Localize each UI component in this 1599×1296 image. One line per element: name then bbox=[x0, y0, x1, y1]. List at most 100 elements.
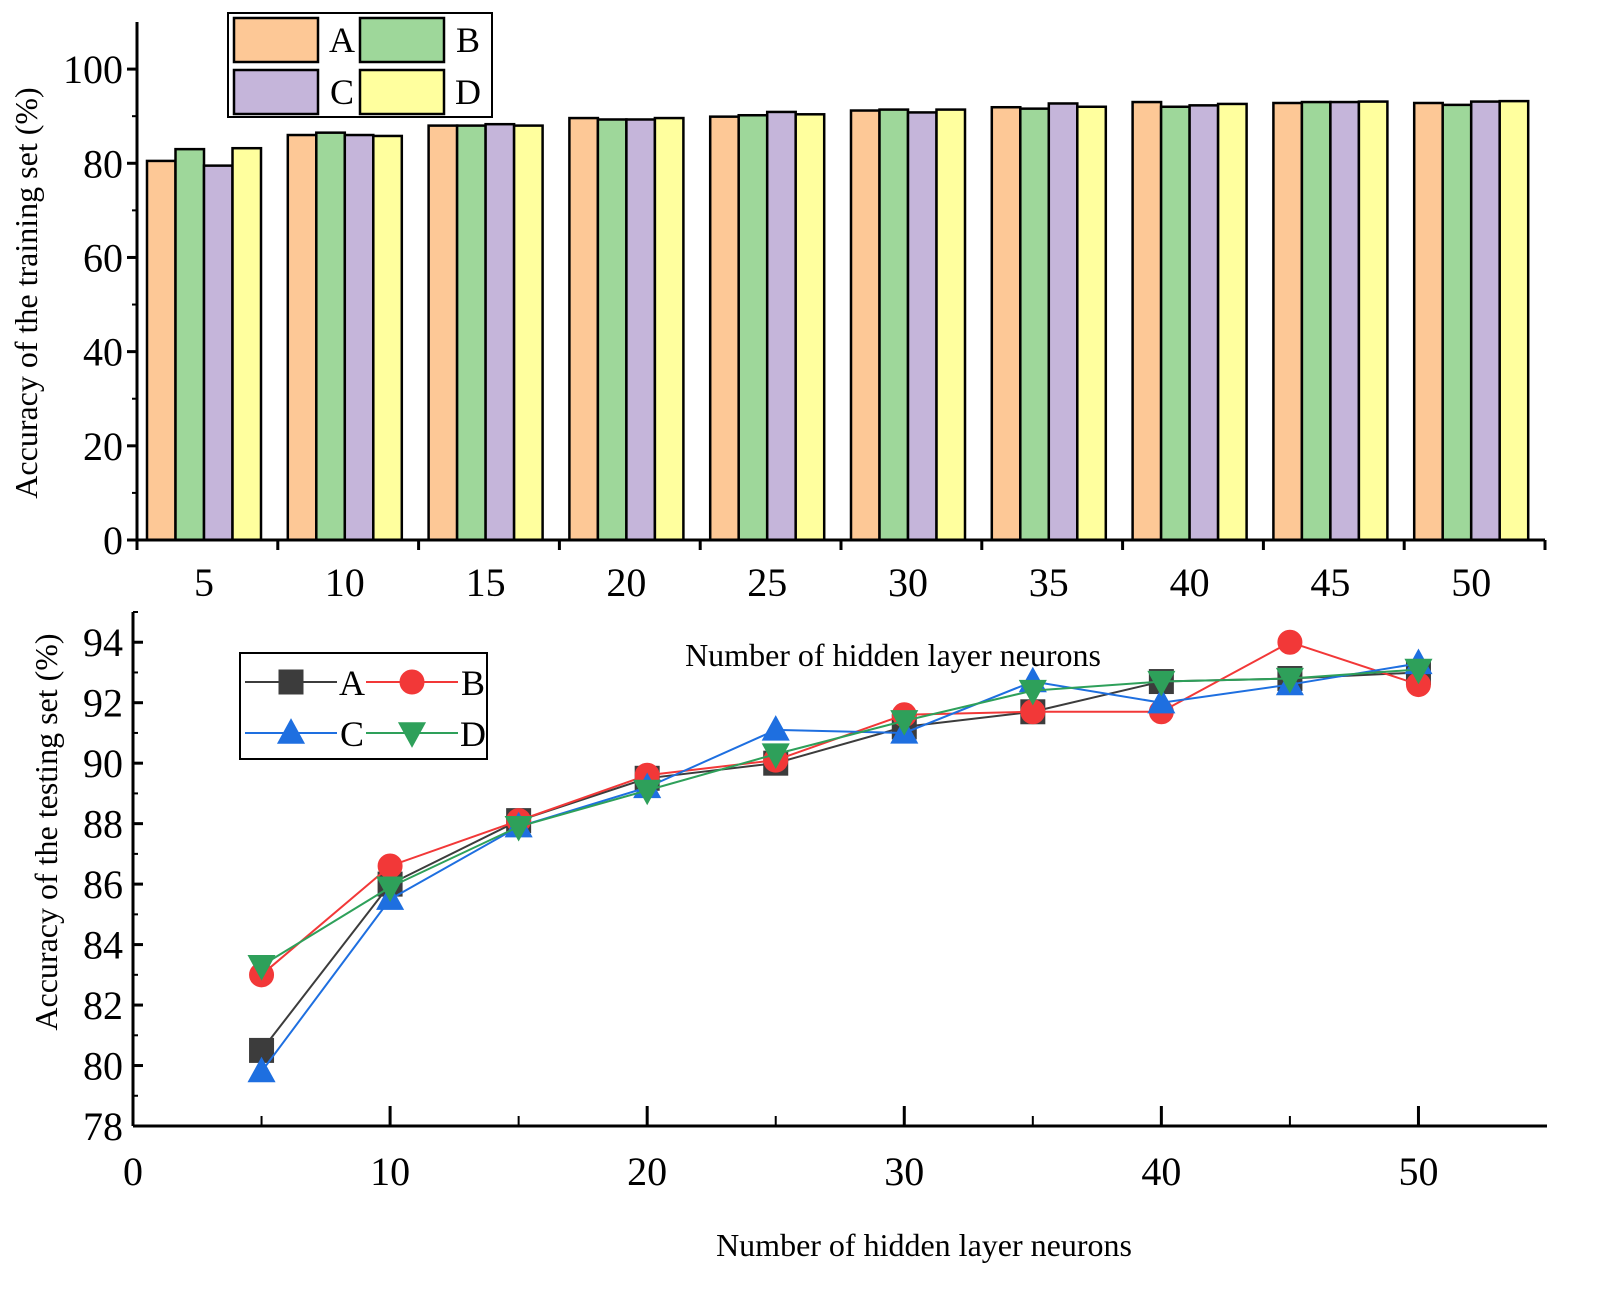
bar-d-45 bbox=[1357, 100, 1389, 542]
x-tick-label: 30 bbox=[888, 560, 928, 605]
point-c-25 bbox=[761, 715, 790, 741]
y-tick-label: 92 bbox=[83, 681, 123, 726]
bar-c-30 bbox=[906, 111, 938, 542]
point-d-10 bbox=[376, 876, 405, 902]
point-d-50 bbox=[1404, 658, 1433, 685]
point-b-45 bbox=[1277, 629, 1303, 655]
point-b-10 bbox=[377, 853, 403, 879]
point-d-15 bbox=[504, 815, 533, 842]
legend-label-a: A bbox=[329, 20, 355, 60]
point-a-5 bbox=[249, 1037, 275, 1063]
line-d bbox=[261, 668, 1419, 967]
bar-a-50 bbox=[1412, 101, 1444, 542]
point-d-30 bbox=[890, 710, 919, 736]
legend-swatch-b bbox=[358, 16, 446, 64]
point-d-5 bbox=[247, 955, 276, 981]
bar-d-30 bbox=[935, 108, 967, 542]
point-d-25 bbox=[761, 743, 790, 769]
bar-b-45 bbox=[1300, 100, 1332, 542]
point-d-45 bbox=[1275, 667, 1304, 694]
legend-label-b: B bbox=[461, 663, 485, 703]
legend: A B C D bbox=[227, 12, 493, 118]
point-d-20 bbox=[633, 779, 662, 806]
bar-c-45 bbox=[1329, 100, 1361, 542]
bar-a-5 bbox=[145, 159, 177, 542]
legend-label-d: D bbox=[460, 714, 486, 754]
legend-marker-a bbox=[278, 669, 304, 695]
training-bar-chart: 0 20 40 60 80 100 5 10 15 20 25 30 35 40 45 50 Number of… bbox=[8, 12, 1547, 673]
y-tick-label: 80 bbox=[83, 141, 123, 186]
x-tick-label: 40 bbox=[1141, 1149, 1181, 1194]
bar-c-20 bbox=[625, 118, 657, 542]
point-c-40 bbox=[1147, 687, 1176, 714]
bar-c-35 bbox=[1047, 102, 1079, 542]
testing-line-chart: 78 80 82 84 86 88 90 92 94 0 10 20 30 40 50 Number of h… bbox=[28, 611, 1547, 1263]
bar-d-40 bbox=[1216, 102, 1248, 542]
bar-c-25 bbox=[765, 110, 797, 542]
legend: A B C D bbox=[239, 652, 488, 760]
x-tick-label: 45 bbox=[1310, 560, 1350, 605]
legend-label-d: D bbox=[455, 72, 481, 112]
y-tick-label: 40 bbox=[83, 330, 123, 375]
x-tick-label: 0 bbox=[123, 1149, 143, 1194]
bar-d-20 bbox=[653, 116, 685, 542]
point-d-40 bbox=[1147, 670, 1176, 697]
y-tick-label: 86 bbox=[83, 862, 123, 907]
bar-c-10 bbox=[343, 133, 375, 542]
legend-marker-d bbox=[397, 722, 427, 748]
bar-b-50 bbox=[1441, 103, 1473, 542]
bar-d-5 bbox=[231, 146, 263, 542]
bar-a-40 bbox=[1131, 100, 1163, 542]
x-tick-label: 10 bbox=[370, 1149, 410, 1194]
x-tick-label: 25 bbox=[747, 560, 787, 605]
point-d-35 bbox=[1018, 679, 1047, 706]
bar-d-15 bbox=[512, 124, 544, 542]
x-axis-title: Number of hidden layer neurons bbox=[685, 637, 1101, 673]
bar-b-25 bbox=[737, 113, 769, 542]
line-c bbox=[260, 662, 1419, 1073]
x-tick-label: 20 bbox=[606, 560, 646, 605]
x-tick-label: 40 bbox=[1170, 560, 1210, 605]
bar-b-5 bbox=[174, 147, 206, 542]
legend-label-c: C bbox=[330, 72, 354, 112]
legend-marker-b bbox=[399, 669, 425, 695]
x-tick-label: 15 bbox=[466, 560, 506, 605]
bar-d-25 bbox=[794, 113, 826, 542]
legend-swatch-a bbox=[232, 16, 320, 64]
x-tick-label: 10 bbox=[325, 560, 365, 605]
y-tick-label: 0 bbox=[103, 518, 123, 563]
x-tick-label: 5 bbox=[194, 560, 214, 605]
point-c-5 bbox=[247, 1056, 276, 1083]
bar-d-35 bbox=[1076, 105, 1108, 542]
bar-c-50 bbox=[1469, 100, 1501, 542]
bar-b-20 bbox=[596, 118, 628, 542]
y-tick-label: 94 bbox=[83, 620, 123, 665]
bar-a-25 bbox=[708, 115, 740, 542]
bar-a-35 bbox=[990, 105, 1022, 542]
y-tick-label: 88 bbox=[83, 802, 123, 847]
bar-d-50 bbox=[1498, 99, 1530, 542]
y-tick-label: 20 bbox=[83, 424, 123, 469]
legend-label-a: A bbox=[339, 663, 365, 703]
x-tick-label: 30 bbox=[884, 1149, 924, 1194]
bar-c-15 bbox=[484, 122, 516, 542]
bar-b-10 bbox=[315, 131, 347, 542]
x-tick-label: 20 bbox=[627, 1149, 667, 1194]
bar-a-45 bbox=[1272, 101, 1304, 542]
bar-d-10 bbox=[372, 134, 404, 542]
y-tick-label: 82 bbox=[83, 983, 123, 1028]
x-tick-label: 50 bbox=[1398, 1149, 1438, 1194]
bar-a-10 bbox=[286, 133, 318, 542]
y-tick-label: 84 bbox=[83, 923, 123, 968]
x-axis-title: Number of hidden layer neurons bbox=[716, 1227, 1132, 1263]
legend-label-c: C bbox=[340, 714, 364, 754]
bar-a-30 bbox=[849, 109, 881, 542]
y-tick-label: 80 bbox=[83, 1044, 123, 1089]
bar-b-30 bbox=[878, 108, 910, 542]
bar-b-15 bbox=[455, 124, 487, 542]
bar-b-40 bbox=[1159, 105, 1191, 542]
legend-marker-c bbox=[276, 718, 306, 744]
bar-c-5 bbox=[202, 164, 234, 542]
y-axis-title: Accuracy of the testing set (%) bbox=[28, 633, 64, 1030]
